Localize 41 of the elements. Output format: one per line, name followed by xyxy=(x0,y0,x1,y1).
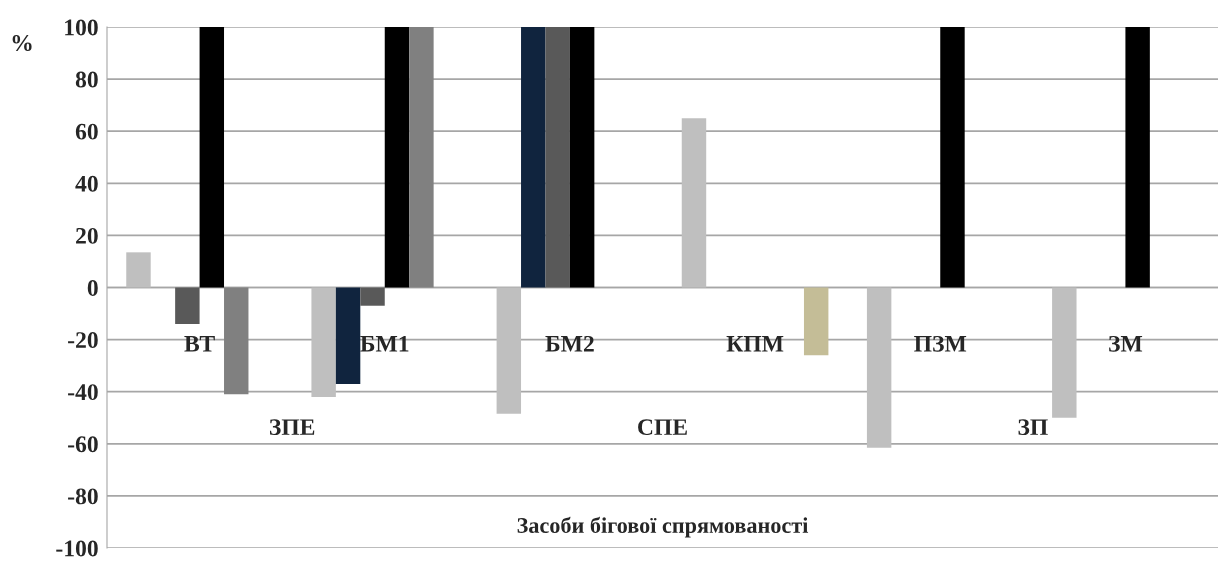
bar xyxy=(940,27,965,288)
bar xyxy=(311,287,336,397)
annotation: СПЕ xyxy=(638,419,687,436)
bar xyxy=(866,287,892,448)
bar xyxy=(521,27,546,288)
y-tick-label: -100 xyxy=(56,540,98,557)
bar xyxy=(1125,27,1150,288)
bar xyxy=(175,287,200,324)
bar xyxy=(409,27,434,288)
bar xyxy=(335,287,361,384)
bar xyxy=(681,118,707,288)
bar xyxy=(126,252,151,288)
x-axis-title: Засоби бігової спрямованості xyxy=(517,516,809,538)
y-tick-label: -60 xyxy=(68,436,98,453)
x-tick-label: КПМ xyxy=(726,336,784,352)
x-tick-label: ЗМ xyxy=(1109,335,1143,352)
y-tick-label: -20 xyxy=(68,332,98,349)
x-tick-label: БМ2 xyxy=(545,335,594,352)
x-tick-label: ВТ xyxy=(184,336,215,352)
y-axis-title: % xyxy=(12,34,32,51)
y-tick-label: 80 xyxy=(75,71,98,88)
bar xyxy=(496,287,522,414)
bar xyxy=(1052,287,1077,418)
bar xyxy=(803,287,829,356)
y-tick-label: 100 xyxy=(65,19,98,36)
y-tick-label: 0 xyxy=(87,279,98,296)
y-tick-label: 20 xyxy=(76,227,98,244)
y-tick-label: -80 xyxy=(68,488,98,505)
annotation: ЗП xyxy=(1018,419,1048,436)
bar xyxy=(545,27,570,288)
bar xyxy=(224,287,249,395)
bar xyxy=(384,27,410,288)
annotation: ЗПЕ xyxy=(269,419,315,436)
x-tick-label: ПЗМ xyxy=(914,335,967,352)
bar xyxy=(360,287,385,306)
y-tick-label: -40 xyxy=(68,384,98,401)
y-tick-label: 40 xyxy=(75,175,98,192)
x-tick-label: БМ1 xyxy=(360,335,409,352)
bar xyxy=(569,27,595,288)
y-tick-label: 60 xyxy=(75,123,98,140)
bar xyxy=(199,27,225,288)
